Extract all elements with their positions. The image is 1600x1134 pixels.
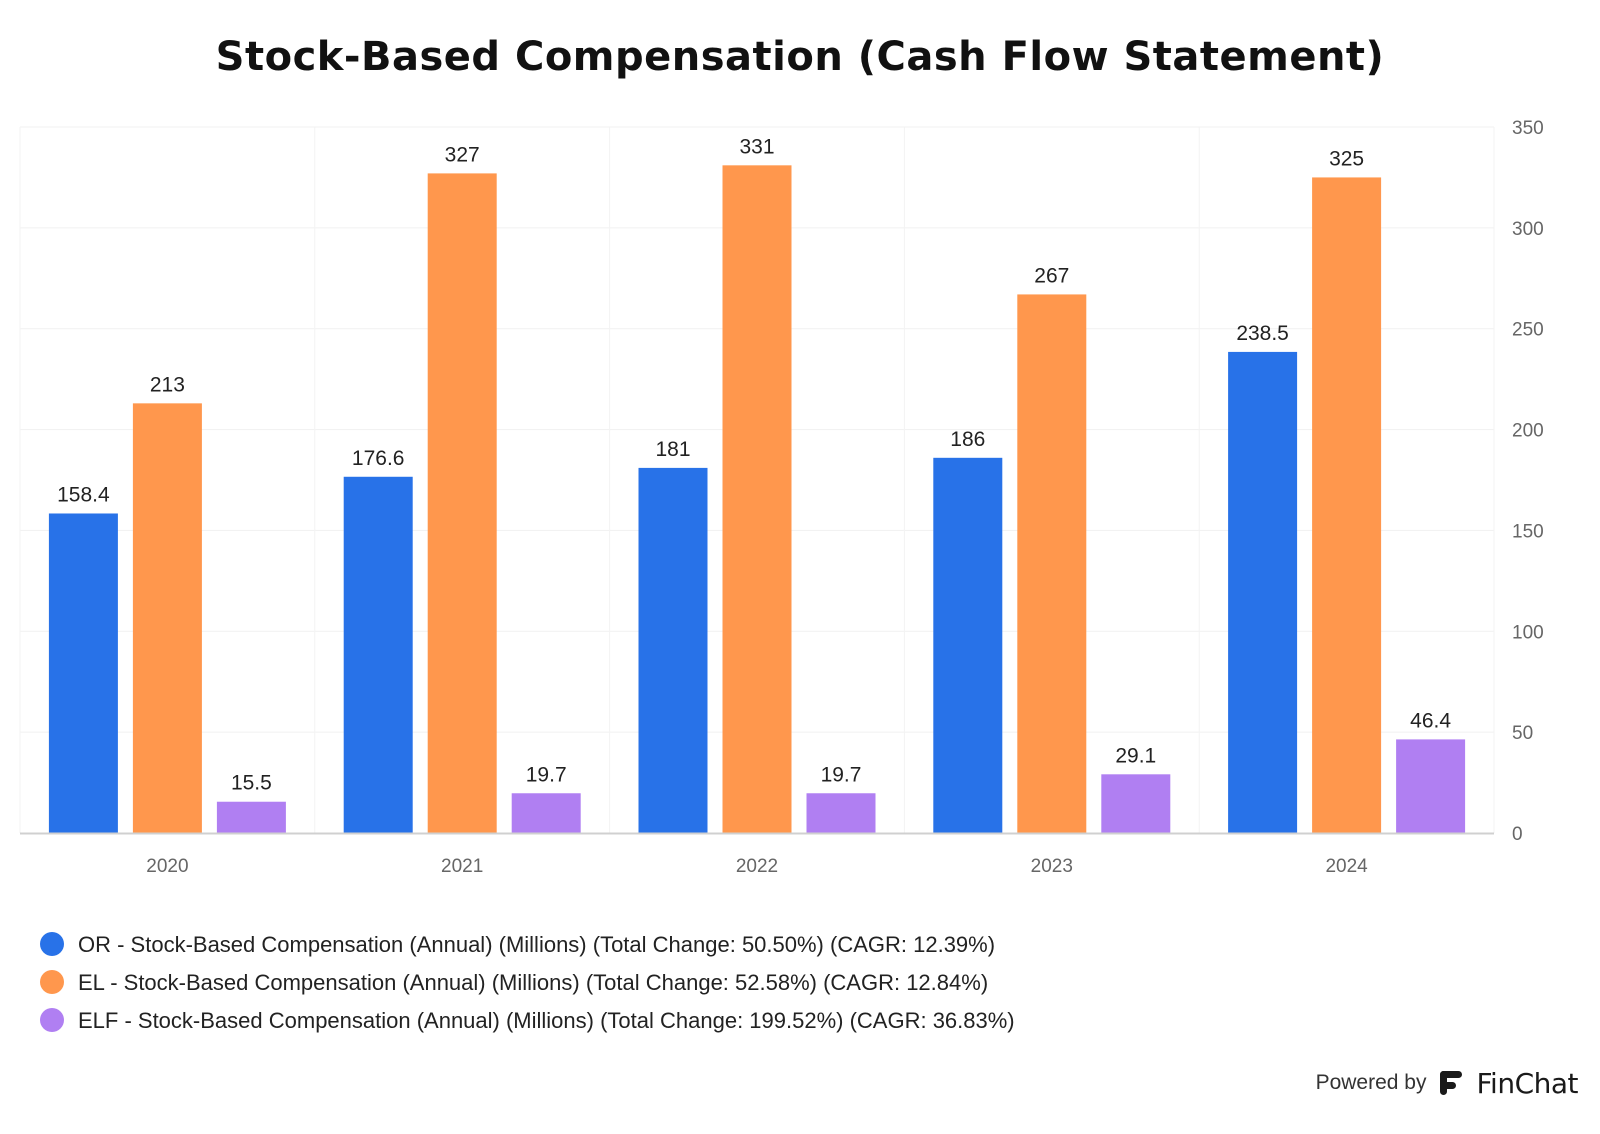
legend-item-elf[interactable]: ELF - Stock-Based Compensation (Annual) … [40, 1008, 1240, 1046]
data-label-2020-series-1: 213 [150, 373, 185, 396]
bar-2021-series-1 [427, 173, 497, 833]
data-label-2021-series-0: 176.6 [352, 447, 405, 470]
legend-item-or[interactable]: OR - Stock-Based Compensation (Annual) (… [40, 932, 1240, 970]
x-tick-label-2021: 2021 [441, 856, 483, 877]
data-label-2024-series-2: 46.4 [1410, 709, 1451, 732]
bar-2023-series-0 [933, 457, 1003, 833]
x-tick-label-2020: 2020 [146, 856, 188, 877]
legend-swatch-el [40, 970, 64, 994]
legend-label-elf: ELF - Stock-Based Compensation (Annual) … [78, 1008, 1015, 1033]
data-label-2023-series-1: 267 [1034, 264, 1069, 287]
data-label-2020-series-0: 158.4 [57, 483, 110, 506]
data-label-2022-series-2: 19.7 [821, 763, 862, 786]
data-label-2022-series-1: 331 [739, 135, 774, 158]
data-label-2020-series-2: 15.5 [231, 772, 272, 795]
data-label-2021-series-1: 327 [445, 143, 480, 166]
bar-2022-series-0 [638, 467, 708, 833]
legend-label-or: OR - Stock-Based Compensation (Annual) (… [78, 932, 996, 957]
bar-2020-series-2 [216, 801, 286, 833]
finchat-logo-icon [1440, 1071, 1463, 1095]
bar-2023-series-2 [1101, 774, 1171, 833]
bar-2022-series-1 [722, 165, 792, 834]
data-label-2024-series-0: 238.5 [1236, 322, 1289, 345]
bar-2022-series-2 [806, 793, 876, 833]
bar-chart: 0 50 100 150 200 250 300 350 158.4 213 15.5 2020 176… [19, 118, 1544, 877]
data-label-2022-series-0: 181 [655, 438, 690, 461]
y-tick-label-3: 150 [1512, 521, 1544, 542]
y-tick-label-1: 50 [1512, 723, 1533, 744]
y-tick-label-0: 0 [1512, 824, 1523, 845]
brand-name: FinChat [1476, 1066, 1578, 1100]
y-tick-label-6: 300 [1512, 219, 1544, 240]
legend-item-el[interactable]: EL - Stock-Based Compensation (Annual) (… [40, 970, 1240, 1008]
y-tick-label-2: 100 [1512, 622, 1544, 643]
y-tick-label-4: 200 [1512, 421, 1544, 442]
bar-2020-series-1 [132, 403, 202, 833]
legend-swatch-elf [40, 1008, 64, 1032]
data-label-2023-series-0: 186 [950, 428, 985, 451]
bar-2021-series-2 [511, 793, 581, 833]
x-tick-label-2024: 2024 [1325, 856, 1368, 877]
y-tick-label-7: 350 [1512, 118, 1544, 139]
bar-2024-series-2 [1396, 739, 1466, 833]
data-label-2021-series-2: 19.7 [526, 763, 567, 786]
legend-swatch-or [40, 932, 64, 956]
bar-2021-series-0 [343, 476, 413, 833]
bar-2024-series-1 [1312, 177, 1382, 833]
bar-2023-series-1 [1017, 294, 1087, 833]
bar-2024-series-0 [1228, 351, 1298, 833]
y-tick-label-5: 250 [1512, 320, 1544, 341]
x-tick-label-2023: 2023 [1031, 856, 1073, 877]
legend-label-el: EL - Stock-Based Compensation (Annual) (… [78, 970, 989, 995]
x-tick-label-2022: 2022 [736, 856, 778, 877]
footer: Powered by FinChat [1315, 1066, 1579, 1100]
chart-title: Stock-Based Compensation (Cash Flow Stat… [215, 34, 1385, 80]
bar-2020-series-0 [48, 513, 118, 833]
legend: OR - Stock-Based Compensation (Annual) (… [40, 932, 1240, 1046]
data-label-2024-series-1: 325 [1329, 147, 1364, 170]
data-label-2023-series-2: 29.1 [1115, 744, 1156, 767]
powered-by-text: Powered by [1315, 1071, 1427, 1094]
